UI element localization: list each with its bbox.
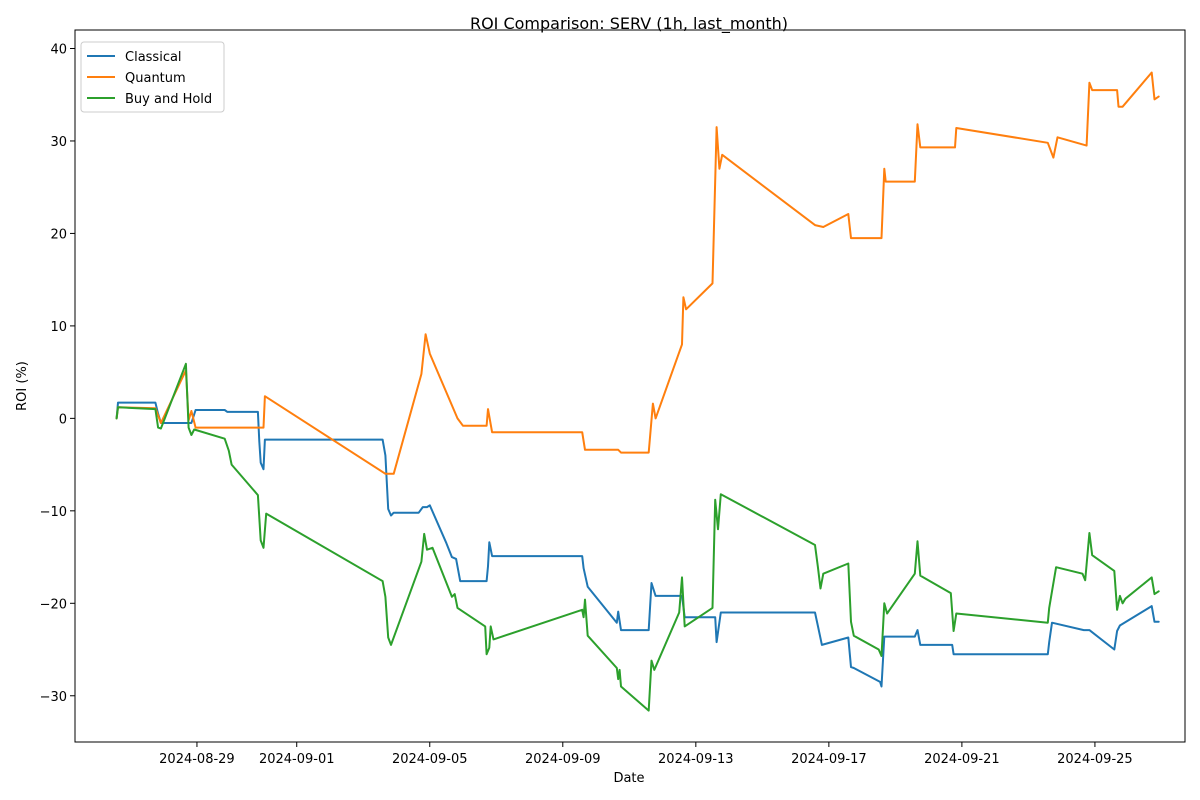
legend-label: Classical <box>125 50 182 65</box>
y-axis: −30 −20 −10 0 10 20 30 40 <box>40 42 75 705</box>
x-tick-label: 2024-09-17 <box>791 752 867 767</box>
x-tick-label: 2024-09-01 <box>259 752 335 767</box>
x-axis-label: Date <box>613 771 644 786</box>
series-line-buy-and-hold <box>115 362 1160 712</box>
series-line-quantum <box>115 71 1160 475</box>
y-tick-label: 10 <box>50 320 67 335</box>
y-tick-label: −30 <box>40 690 67 705</box>
y-tick-label: 40 <box>50 42 67 57</box>
x-tick-label: 2024-08-29 <box>159 752 235 767</box>
x-tick-label: 2024-09-21 <box>924 752 1000 767</box>
plot-area <box>115 71 1160 712</box>
legend-label: Buy and Hold <box>125 92 212 107</box>
series-line-classical <box>115 401 1160 688</box>
x-tick-label: 2024-09-25 <box>1057 752 1133 767</box>
legend: Classical Quantum Buy and Hold <box>80 41 225 113</box>
legend-box <box>80 41 225 113</box>
x-tick-label: 2024-09-13 <box>658 752 734 767</box>
plot-frame <box>74 29 1186 743</box>
x-axis: 2024-08-29 2024-09-01 2024-09-05 2024-09-09… <box>159 742 1133 767</box>
y-tick-label: 30 <box>50 135 67 150</box>
chart-title: ROI Comparison: SERV (1h, last_month) <box>470 14 788 34</box>
x-tick-label: 2024-09-05 <box>392 752 468 767</box>
y-axis-label: ROI (%) <box>15 361 30 411</box>
y-tick-label: 0 <box>59 412 67 427</box>
y-tick-label: −10 <box>40 505 67 520</box>
y-tick-label: −20 <box>40 597 67 612</box>
x-tick-label: 2024-09-09 <box>525 752 601 767</box>
legend-label: Quantum <box>125 71 186 86</box>
y-tick-label: 20 <box>50 227 67 242</box>
